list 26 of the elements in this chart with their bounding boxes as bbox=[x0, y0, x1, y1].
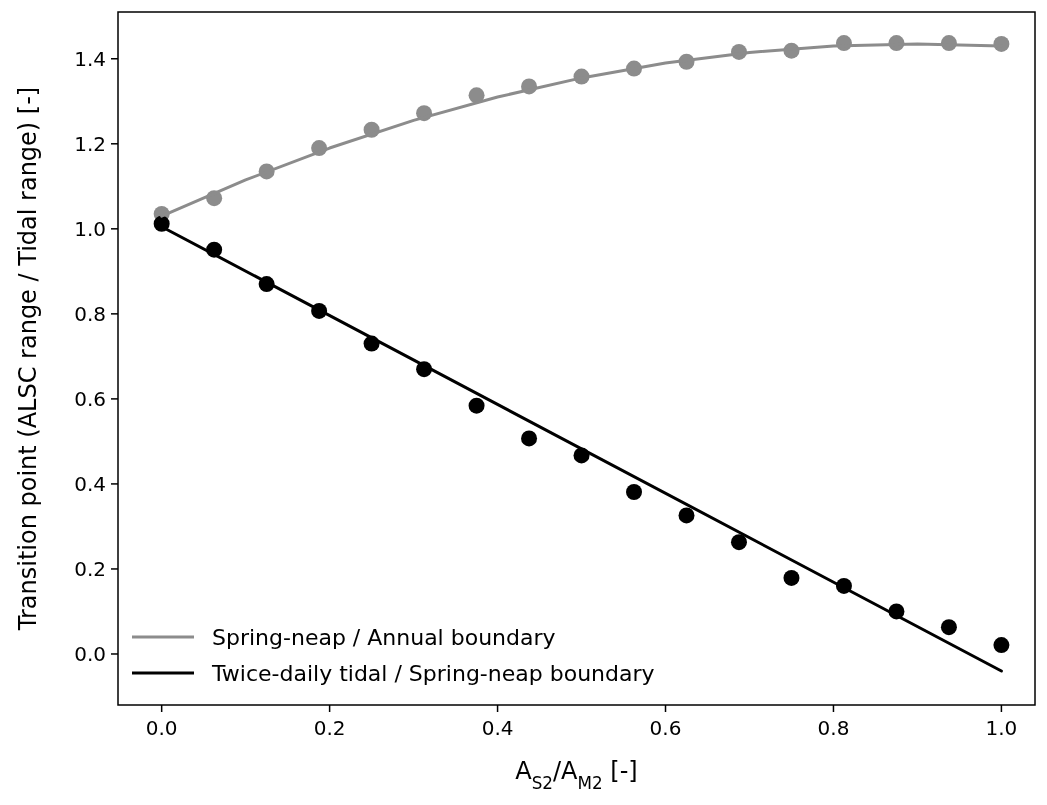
legend-label: Twice-daily tidal / Spring-neap boundary bbox=[211, 660, 655, 686]
y-tick-label: 1.0 bbox=[74, 216, 106, 241]
x-tick-label: 0.0 bbox=[145, 716, 178, 740]
point bbox=[940, 619, 957, 636]
point bbox=[521, 430, 538, 447]
x-tick-label: 0.8 bbox=[817, 716, 850, 740]
x-tick-label: 0.2 bbox=[313, 716, 346, 740]
point bbox=[626, 484, 643, 500]
legend-label: Spring-neap / Annual boundary bbox=[212, 624, 556, 650]
point bbox=[783, 569, 800, 586]
y-axis-title: Transition point (ALSC range / Tidal range) [-] bbox=[14, 86, 42, 632]
y-tick-label: 0.8 bbox=[74, 301, 106, 326]
y-tick-label: 1.2 bbox=[74, 131, 106, 156]
y-tick-label: 0.0 bbox=[74, 641, 106, 666]
x-tick-label: 0.6 bbox=[649, 716, 682, 740]
x-axis-title: A$_{S2}$/A$_{M2}$ [-] bbox=[515, 757, 638, 793]
point bbox=[678, 507, 695, 524]
y-tick-label: 0.2 bbox=[74, 556, 106, 581]
point bbox=[730, 534, 747, 551]
y-tick-label: 1.4 bbox=[74, 46, 106, 71]
x-tick-label: 1.0 bbox=[985, 716, 1018, 740]
point bbox=[468, 397, 485, 414]
y-tick-label: 0.4 bbox=[74, 471, 106, 496]
point bbox=[993, 637, 1010, 654]
y-tick-label: 0.6 bbox=[74, 386, 106, 411]
x-tick-label: 0.4 bbox=[481, 716, 514, 740]
